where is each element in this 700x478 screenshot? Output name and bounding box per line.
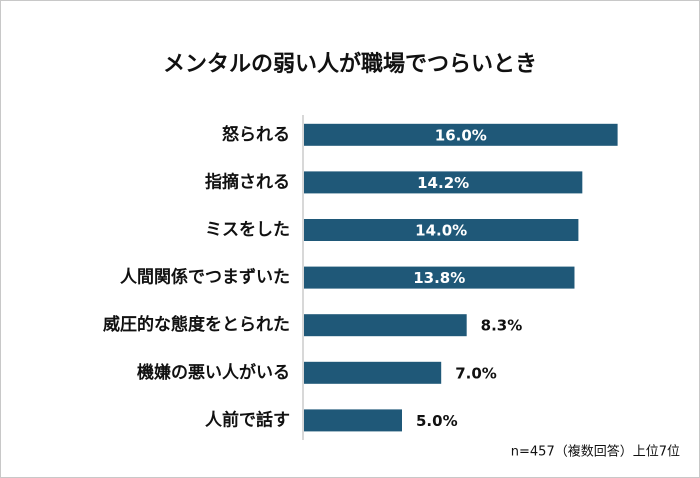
category-label: ミスをした: [205, 220, 290, 240]
bar: [304, 314, 467, 337]
bar: [304, 123, 618, 146]
bar: [304, 219, 579, 241]
value-label: 8.3%: [481, 317, 523, 335]
category-label: 人前で話す: [205, 409, 290, 430]
value-label: 5.0%: [416, 412, 458, 430]
value-label: 7.0%: [455, 364, 497, 382]
bar: [304, 171, 583, 194]
value-label: 13.8%: [413, 269, 465, 287]
note: n=457（複数回答）上位7位: [511, 444, 680, 460]
category-label: 威圧的な態度をとられた: [103, 314, 290, 335]
bar: [304, 409, 402, 432]
category-label: 機嫌の悪い人がいる: [137, 362, 290, 383]
bar: [304, 266, 575, 289]
category-label: 指摘される: [205, 171, 290, 192]
bar: [304, 361, 442, 384]
value-label: 14.2%: [417, 174, 469, 192]
value-label: 14.0%: [415, 222, 467, 240]
value-label: 16.0%: [435, 126, 487, 144]
category-label: 人間関係でつまずいた: [120, 267, 290, 288]
category-label: 怒られる: [222, 124, 290, 145]
chart-title: メンタルの弱い人が職場でつらいとき: [163, 51, 537, 77]
